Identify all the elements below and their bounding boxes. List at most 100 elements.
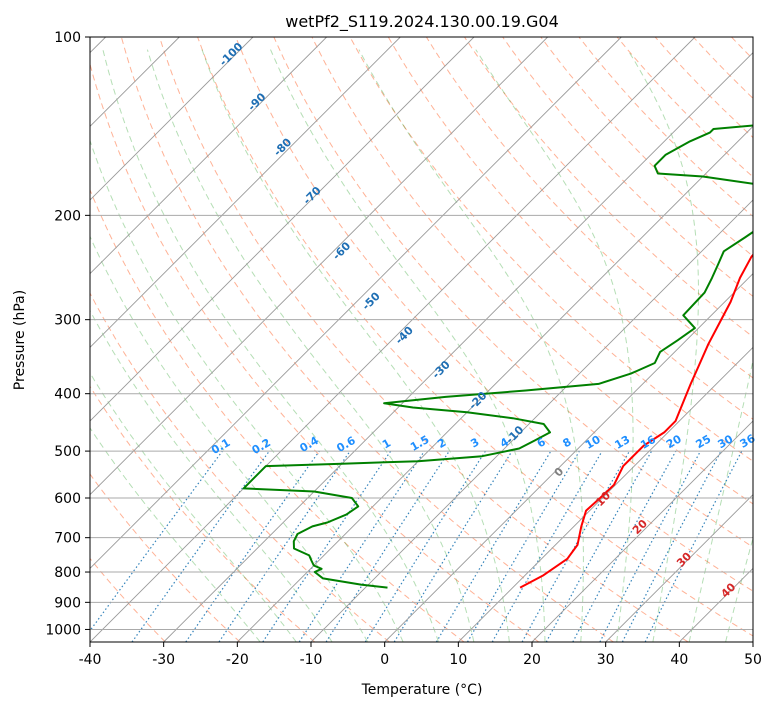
series-layer <box>242 124 753 589</box>
mixing-ratio-label: 0.4 <box>298 434 322 455</box>
x-tick-label: 10 <box>449 652 467 668</box>
mixing-ratio-label: 1 <box>380 436 393 451</box>
moist-adiabat <box>102 49 439 642</box>
mixing-ratio-line <box>572 450 677 642</box>
mixing-ratio-label: 10 <box>583 433 603 452</box>
moist-adiabat <box>146 49 475 642</box>
y-tick-label: 400 <box>54 387 81 403</box>
dry-adiabat <box>235 37 753 592</box>
y-tick-label: 800 <box>54 565 81 581</box>
moist-adiabat-label: 10 <box>593 489 613 509</box>
isotherm <box>90 37 254 201</box>
dry-adiabat-label: -20 <box>466 389 489 412</box>
y-tick-label: 300 <box>54 313 81 329</box>
dry-adiabat <box>90 473 241 642</box>
x-axis-title: Temperature (°C) <box>361 682 483 698</box>
mixing-ratio-label: 3 <box>468 435 481 450</box>
y-tick-label: 500 <box>54 444 81 460</box>
mixing-ratio-label: 30 <box>716 432 736 451</box>
y-tick-label: 100 <box>54 30 81 46</box>
mixing-ratio-line <box>435 450 552 642</box>
moist-adiabat-label: 20 <box>630 517 650 537</box>
y-tick-label: 600 <box>54 491 81 507</box>
isotherm <box>90 37 401 348</box>
grid <box>90 37 753 642</box>
moist-adiabat <box>627 49 699 642</box>
isotherm <box>90 37 548 496</box>
mixing-ratio-label: 20 <box>664 432 684 451</box>
y-tick-label: 1000 <box>45 622 81 638</box>
dry-adiabat <box>540 37 753 257</box>
dry-adiabat-label: -40 <box>393 324 416 347</box>
x-tick-label: -30 <box>152 652 175 668</box>
moist-adiabat <box>90 235 369 642</box>
y-tick-label: 900 <box>54 595 81 611</box>
mixing-ratio-line <box>621 450 722 642</box>
isotherm <box>531 420 753 642</box>
dry-adiabat-label: -50 <box>360 289 383 312</box>
isotherm <box>163 52 753 642</box>
dry-adiabat <box>159 37 689 642</box>
moist-adiabat <box>358 49 584 642</box>
chart-title: wetPf2_S119.2024.130.00.19.G04 <box>285 12 559 32</box>
x-tick-label: 30 <box>597 652 615 668</box>
isotherm <box>310 199 753 642</box>
mixing-ratio-label: 25 <box>693 432 713 451</box>
x-tick-label: 0 <box>380 652 389 668</box>
dry-adiabat <box>578 37 753 218</box>
dry-adiabat-label: -30 <box>430 358 453 381</box>
profile-line-2 <box>242 124 753 589</box>
plot-frame <box>89 36 754 643</box>
dry-adiabat-label: -60 <box>330 239 353 262</box>
moist-adiabat-label: 30 <box>674 549 694 569</box>
mixing-ratio-line <box>393 450 513 642</box>
moist-adiabat <box>90 309 333 642</box>
background-reference-lines <box>90 37 775 642</box>
mixing-ratio-label: 36 <box>738 432 758 451</box>
isotherm <box>605 494 753 642</box>
dry-adiabat-label: -100 <box>217 40 246 69</box>
moist-adiabat <box>725 536 753 642</box>
mixing-ratio-line <box>545 450 653 642</box>
dry-adiabat <box>311 37 753 505</box>
moist-adiabat <box>90 139 404 642</box>
moist-adiabat-label: 40 <box>718 580 738 600</box>
dry-adiabat <box>90 292 390 642</box>
y-tick-label: 700 <box>54 531 81 547</box>
mixing-ratio-label: 0.1 <box>209 436 232 457</box>
moist-adiabat <box>90 371 297 642</box>
dry-adiabat-label: -70 <box>301 184 324 207</box>
isotherm <box>384 273 753 642</box>
line-labels: 0.1 0.2 0.4 0.6 1 1.5 2 3 4 6 8 10 13 16 20 25 30 36-100-… <box>209 40 758 601</box>
y-axis-title: Pressure (hPa) <box>12 290 28 390</box>
mixing-ratio-line <box>262 450 392 642</box>
x-tick-label: 40 <box>670 652 688 668</box>
x-axis: -40 -30 -20 -10 0 10 20 30 40 50 <box>79 642 762 668</box>
profile-line-1 <box>519 253 753 589</box>
mixing-ratio-line <box>131 450 270 642</box>
moist-adiabat <box>201 49 510 642</box>
isotherm <box>752 641 753 642</box>
isotherm <box>90 37 622 569</box>
mixing-ratio-label: 0.2 <box>250 436 273 457</box>
dry-adiabat <box>654 37 753 139</box>
isotherm <box>90 37 696 642</box>
mixing-ratio-line <box>218 450 351 642</box>
dry-adiabat <box>90 385 316 642</box>
moist-adiabat <box>90 427 261 642</box>
dry-adiabat <box>120 37 614 642</box>
dry-adiabat <box>90 62 540 642</box>
isotherm <box>90 37 327 275</box>
dry-adiabat <box>273 37 753 548</box>
dry-adiabat <box>770 37 775 642</box>
mixing-ratio-line <box>325 450 450 642</box>
dry-adiabat <box>90 188 465 642</box>
mixing-ratio-label: 8 <box>561 435 574 450</box>
mixing-ratio-line <box>599 450 702 642</box>
dry-adiabat <box>425 37 753 379</box>
moist-adiabat <box>688 358 753 642</box>
moist-adiabat <box>475 49 634 642</box>
mixing-ratio-line <box>364 450 486 642</box>
dry-adiabat <box>197 37 753 637</box>
